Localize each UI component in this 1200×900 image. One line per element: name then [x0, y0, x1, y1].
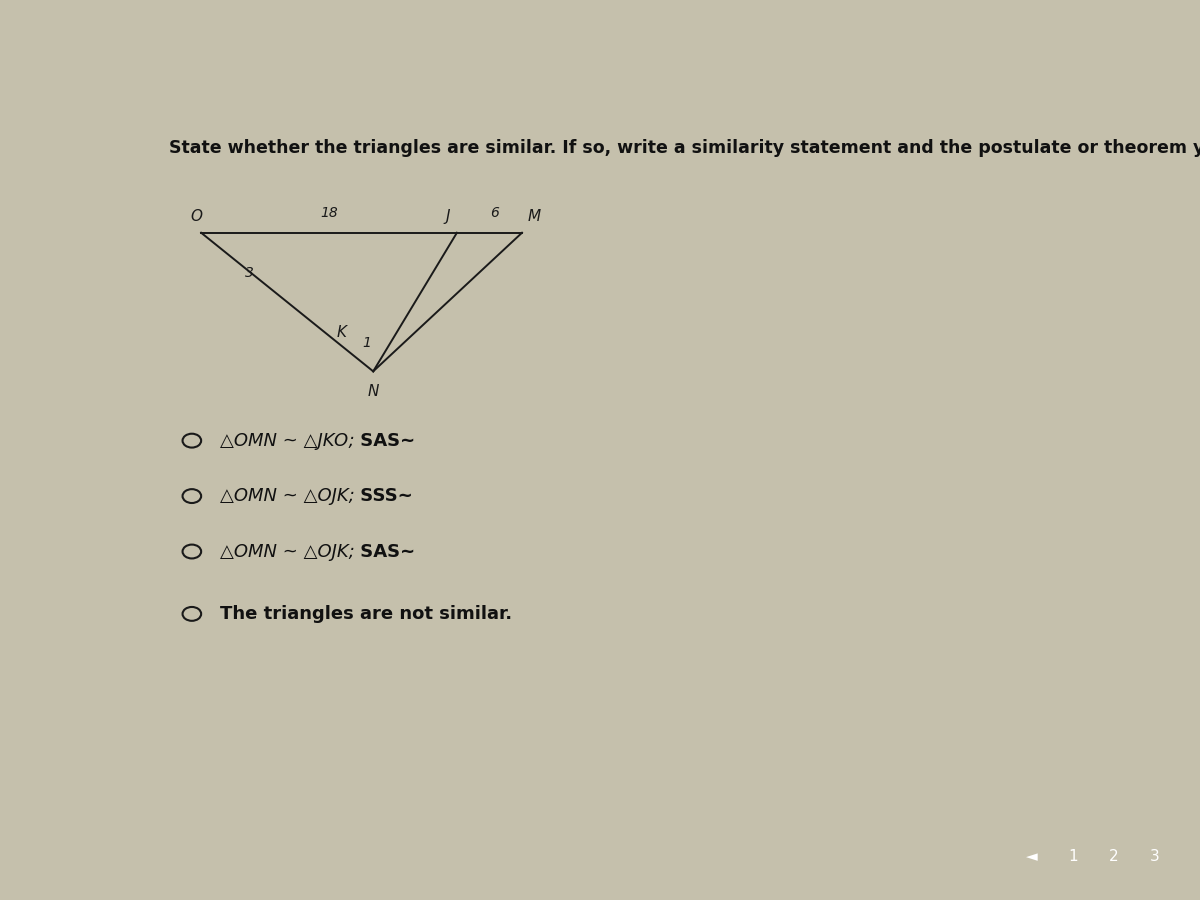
Text: 2: 2: [1109, 850, 1118, 864]
Text: 1: 1: [362, 337, 372, 350]
Text: 3: 3: [245, 266, 254, 280]
Text: 1: 1: [1068, 850, 1078, 864]
Text: State whether the triangles are similar. If so, write a similarity statement and: State whether the triangles are similar.…: [168, 140, 1200, 158]
Text: 3: 3: [1150, 850, 1159, 864]
Text: 6: 6: [490, 206, 498, 220]
Text: The triangles are not similar.: The triangles are not similar.: [220, 605, 512, 623]
Text: J: J: [445, 210, 450, 224]
Text: SAS~: SAS~: [354, 432, 415, 450]
Text: SAS~: SAS~: [354, 543, 415, 561]
Text: M: M: [528, 210, 541, 224]
Text: 18: 18: [320, 206, 338, 220]
Text: △OMN ~ △JKO;: △OMN ~ △JKO;: [220, 432, 354, 450]
Text: △OMN ~ △OJK;: △OMN ~ △OJK;: [220, 487, 354, 505]
Text: SSS~: SSS~: [354, 487, 413, 505]
Text: O: O: [191, 210, 203, 224]
Text: △OMN ~ △OJK;: △OMN ~ △OJK;: [220, 543, 354, 561]
Text: ◄: ◄: [1026, 850, 1038, 864]
Text: N: N: [367, 383, 379, 399]
Text: K: K: [337, 325, 347, 340]
